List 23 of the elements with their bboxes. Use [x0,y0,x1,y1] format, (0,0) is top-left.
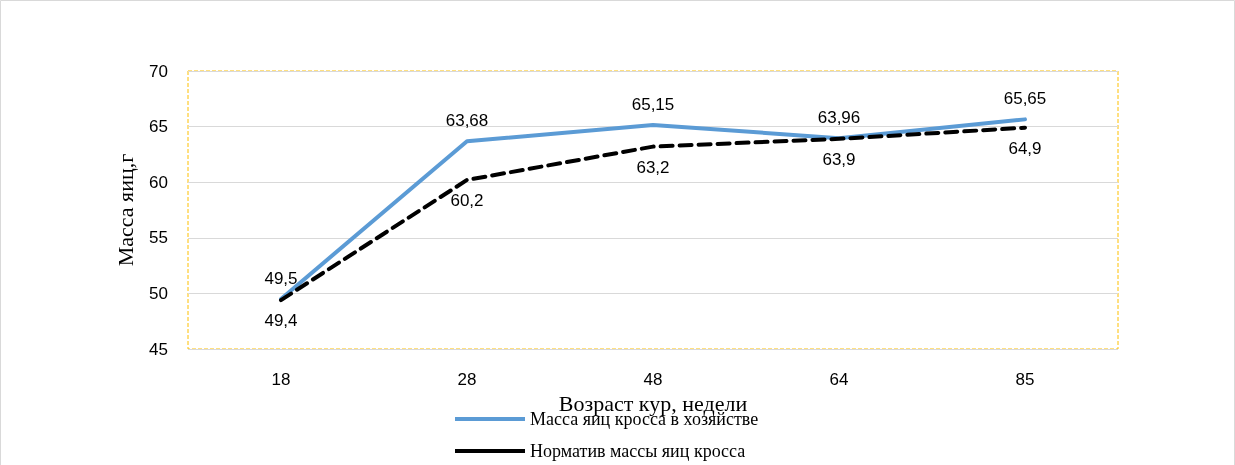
x-tick-label: 85 [1015,370,1035,389]
data-label: 49,4 [264,311,298,331]
y-tick-label: 70 [149,61,168,81]
y-tick-label: 60 [149,172,168,192]
y-tick-label: 65 [149,117,168,137]
y-axis-title: Масса яиц,г [112,153,138,267]
data-label: 63,96 [817,108,861,128]
x-tick-label: 28 [457,370,477,389]
data-label: 63,2 [636,157,670,177]
x-tick-label: 48 [643,370,663,389]
data-label: 49,5 [264,268,298,288]
legend-label: Норматив массы яиц кросса [530,441,746,461]
data-label: 64,9 [1008,138,1042,158]
x-tick-label: 64 [829,370,849,389]
data-label: 63,9 [822,149,856,169]
x-tick-label: 18 [271,370,291,389]
data-label: 63,68 [445,111,489,131]
data-label: 60,2 [450,190,484,210]
data-label: 65,15 [631,94,675,114]
y-tick-label: 45 [149,339,168,359]
y-tick-label: 55 [149,228,168,248]
data-label: 65,65 [1003,89,1047,109]
y-tick-label: 50 [149,283,168,303]
